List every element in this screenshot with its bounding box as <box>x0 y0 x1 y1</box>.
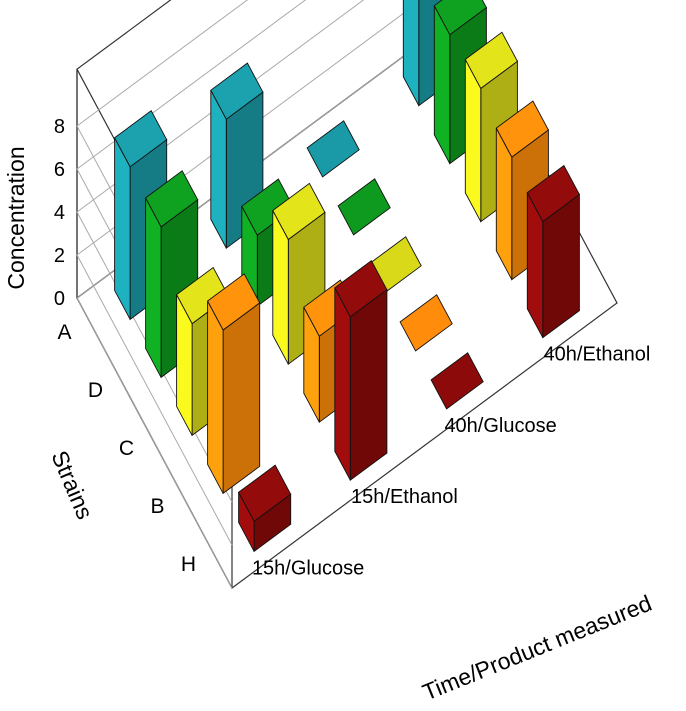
strain-label: C <box>119 437 134 460</box>
z-tick-label: 6 <box>54 159 65 181</box>
x-axis-label: Time/Product measured <box>419 590 656 706</box>
bar-H-2 <box>430 352 484 410</box>
y-axis-label: Strains <box>46 447 98 523</box>
category-label: 15h/Glucose <box>252 557 364 579</box>
strain-label: A <box>57 321 71 344</box>
chart-bars <box>114 0 580 553</box>
bar-H-1 <box>334 260 388 482</box>
category-label: 40h/Ethanol <box>544 344 651 366</box>
chart-grid <box>76 0 618 589</box>
z-tick-label: 0 <box>54 288 65 310</box>
z-tick-label: 8 <box>54 116 65 138</box>
z-axis-label: Concentration <box>3 146 29 289</box>
bar-H-3 <box>526 164 580 339</box>
category-label: 40h/Glucose <box>444 415 556 437</box>
z-tick-label: 4 <box>54 202 65 224</box>
category-label: 15h/Ethanol <box>351 486 458 508</box>
bar-A-2 <box>306 120 360 178</box>
strain-label: D <box>88 379 103 402</box>
bar-B-0 <box>207 273 261 495</box>
grid-line <box>76 0 423 546</box>
bar-B-2 <box>399 294 453 352</box>
bar-D-2 <box>337 178 391 236</box>
strain-label: B <box>150 495 164 518</box>
grid-line <box>76 12 463 589</box>
strain-label: H <box>181 553 196 576</box>
bar-H-0 <box>238 464 292 553</box>
z-tick-label: 2 <box>54 245 65 267</box>
